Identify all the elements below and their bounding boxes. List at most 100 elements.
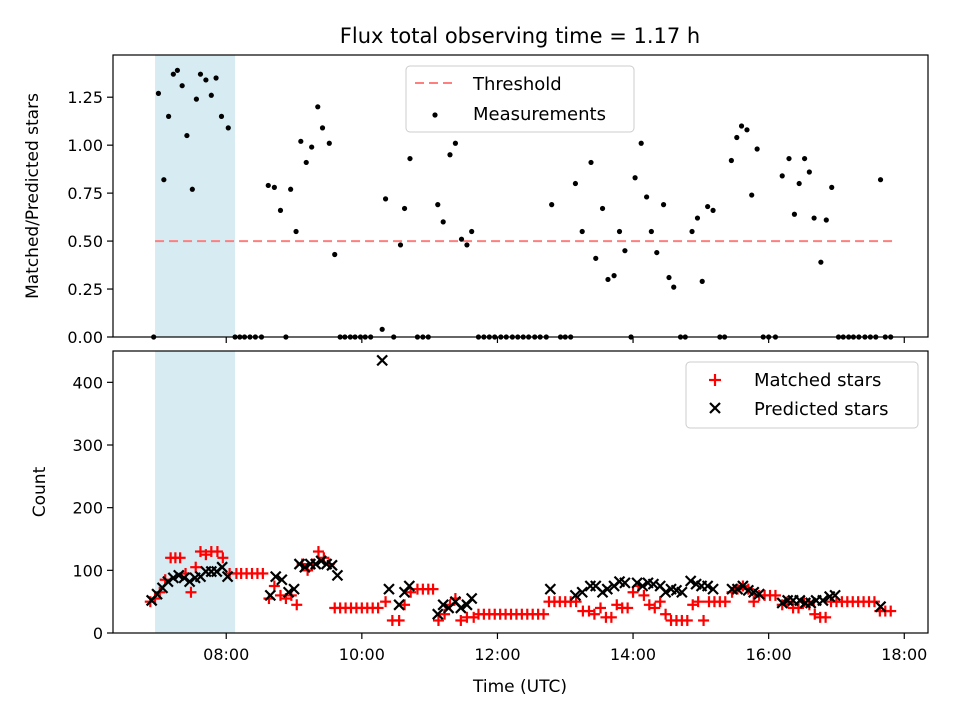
measurement-point bbox=[208, 92, 214, 98]
predicted-star-point bbox=[326, 559, 338, 572]
predicted-star-point bbox=[631, 577, 643, 589]
measurement-point bbox=[734, 134, 740, 141]
measurement-point bbox=[654, 249, 660, 256]
measurement-point bbox=[738, 123, 745, 129]
legend-matched-label: Matched stars bbox=[754, 370, 881, 391]
predicted-star-point bbox=[676, 586, 688, 599]
measurement-point bbox=[638, 140, 644, 146]
ratio-panel: 0.00 0.25 0.50 0.75 1.00 1.25 Flux total obse… bbox=[23, 24, 929, 347]
bottom-y-tick-label: 200 bbox=[72, 499, 103, 518]
measurement-point bbox=[622, 248, 628, 254]
predicted-star-point bbox=[221, 570, 234, 583]
matched-star-point bbox=[748, 596, 760, 608]
predicted-star-point bbox=[701, 580, 714, 592]
count-panel: 0 100 200 300 400 08:00 10:00 12:00 14:00 16:00 1… bbox=[30, 350, 929, 697]
measurement-point bbox=[728, 157, 734, 164]
top-y-tick-label: 0.75 bbox=[67, 184, 103, 203]
predicted-star-point bbox=[647, 578, 660, 590]
measurement-point bbox=[203, 77, 209, 83]
measurement-point bbox=[288, 186, 294, 192]
predicted-star-point bbox=[437, 599, 449, 611]
predicted-star-point bbox=[282, 586, 295, 599]
predicted-star-point bbox=[393, 599, 405, 611]
measurement-point bbox=[265, 182, 271, 189]
matched-star-point bbox=[185, 586, 197, 598]
matched-star-point bbox=[868, 596, 880, 608]
top-x-ticks bbox=[225, 337, 905, 343]
predicted-star-point bbox=[178, 572, 190, 584]
matched-star-point bbox=[692, 596, 704, 608]
measurement-point bbox=[218, 113, 225, 119]
measurement-point bbox=[660, 202, 667, 208]
bottom-y-tick-label: 300 bbox=[72, 436, 103, 455]
matched-star-point bbox=[820, 611, 832, 623]
matched-star-point bbox=[654, 596, 666, 608]
measurement-point bbox=[165, 113, 172, 119]
matched-star-point bbox=[211, 546, 223, 558]
bottom-legend-box bbox=[685, 361, 919, 429]
measurement-point bbox=[616, 228, 623, 235]
bottom-axes-frame bbox=[112, 350, 929, 634]
bottom-x-ticks: 08:00 10:00 12:00 14:00 16:00 18:00 bbox=[203, 633, 927, 664]
measurement-point bbox=[440, 219, 446, 225]
bottom-legend: Matched stars Predicted stars bbox=[685, 361, 919, 429]
measurement-point bbox=[829, 184, 835, 190]
bottom-y-ticks: 0 100 200 300 400 bbox=[72, 373, 113, 643]
predicted-star-point bbox=[569, 589, 582, 602]
predicted-star-point bbox=[216, 561, 228, 573]
matched-star-point bbox=[538, 608, 550, 620]
measurement-point bbox=[452, 140, 459, 146]
matched-star-point bbox=[217, 552, 229, 564]
measurement-point bbox=[298, 138, 304, 144]
measurement-point bbox=[197, 71, 204, 77]
predicted-star-point bbox=[659, 586, 672, 599]
measurement-point bbox=[699, 278, 705, 284]
measurement-point bbox=[407, 155, 413, 162]
measurement-point bbox=[710, 207, 716, 213]
predicted-star-point bbox=[731, 583, 744, 595]
legend-predicted-swatch bbox=[709, 402, 721, 414]
matched-star-point bbox=[885, 605, 897, 617]
matched-star-point bbox=[638, 589, 650, 601]
top-y-axis-label: Matched/Predicted stars bbox=[23, 93, 43, 299]
matched-star-point bbox=[291, 599, 303, 611]
legend-predicted-label: Predicted stars bbox=[754, 399, 888, 420]
measurement-point bbox=[811, 215, 817, 221]
predicted-star-point bbox=[817, 594, 829, 607]
bottom-y-tick-label: 100 bbox=[72, 561, 103, 580]
predicted-star-point bbox=[403, 580, 416, 592]
measurement-point bbox=[549, 202, 555, 208]
measurement-point bbox=[435, 202, 441, 208]
bottom-y-tick-label: 400 bbox=[72, 373, 103, 392]
legend-matched-swatch bbox=[709, 374, 721, 386]
measurement-point bbox=[806, 169, 812, 175]
top-y-tick-label: 0.00 bbox=[67, 328, 103, 347]
measurement-point bbox=[174, 67, 181, 73]
measurement-point bbox=[644, 194, 650, 200]
predicted-star-point bbox=[829, 589, 841, 602]
measurement-point bbox=[744, 127, 750, 133]
matched-star-point bbox=[455, 614, 467, 626]
measurement-point bbox=[184, 132, 190, 139]
top-y-ticks: 0.00 0.25 0.50 0.75 1.00 1.25 bbox=[67, 88, 113, 347]
bottom-x-tick-label: 18:00 bbox=[881, 645, 927, 664]
matched-star-point bbox=[312, 546, 324, 558]
chart-title: Flux total observing time = 1.17 h bbox=[340, 24, 700, 48]
predicted-star-point bbox=[376, 354, 388, 367]
measurement-point bbox=[754, 146, 760, 152]
predicted-star-point bbox=[264, 589, 277, 602]
measurement-point bbox=[877, 177, 884, 183]
measurement-point bbox=[611, 273, 617, 279]
legend-measurements-label: Measurements bbox=[473, 104, 606, 125]
measurement-point bbox=[796, 180, 802, 187]
top-legend-box bbox=[405, 65, 635, 133]
matched-star-point bbox=[605, 611, 617, 623]
matched-star-point bbox=[432, 614, 444, 626]
matched-star-point bbox=[268, 580, 280, 592]
predicted-star-point bbox=[183, 575, 196, 588]
measurement-point bbox=[332, 251, 338, 258]
measurement-point bbox=[161, 177, 167, 183]
predicted-star-point bbox=[269, 570, 282, 583]
top-y-tick-label: 0.50 bbox=[67, 232, 103, 251]
bottom-x-tick-label: 12:00 bbox=[474, 645, 520, 664]
